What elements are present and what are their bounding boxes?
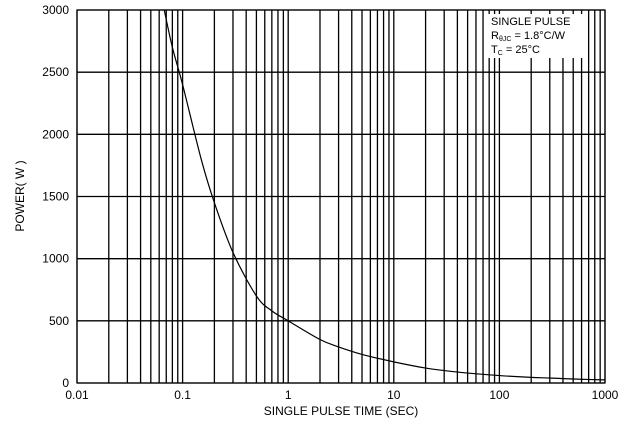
tick-labels: 0.01 0.1 1 10 100 1000 0 500 1000 1500 2000 2500 300…: [42, 3, 618, 402]
y-tick-label: 1000: [42, 252, 69, 266]
x-tick-label: 1000: [592, 388, 619, 402]
y-axis-title: POWER( W ): [13, 160, 27, 231]
y-tick-label: 3000: [42, 3, 69, 17]
x-tick-label: 0.1: [174, 388, 191, 402]
svg-text:TC = 25°C: TC = 25°C: [491, 44, 540, 57]
annotation-line-1: SINGLE PULSE: [491, 16, 570, 28]
series-line: [163, 9, 606, 381]
x-tick-label: 10: [387, 388, 401, 402]
annotation-line-2-sub: θJC: [499, 36, 511, 43]
x-axis-title: SINGLE PULSE TIME (SEC): [264, 404, 418, 418]
annotation-line-3-sub: C: [498, 50, 503, 57]
annotation-line-3-main: T: [491, 44, 498, 56]
svg-text:RθJC = 1.8°C/W: RθJC = 1.8°C/W: [491, 30, 566, 43]
plot-frame: [76, 9, 606, 384]
y-tick-label: 2000: [42, 127, 69, 141]
grid: [76, 9, 606, 384]
y-tick-label: 0: [62, 376, 69, 390]
x-tick-label: 100: [489, 388, 509, 402]
svg-text:SINGLE PULSE: SINGLE PULSE: [491, 16, 570, 28]
y-tick-label: 2500: [42, 65, 69, 79]
y-tick-label: 500: [49, 314, 69, 328]
annotation-line-2-main: R: [491, 30, 499, 42]
y-tick-label: 1500: [42, 190, 69, 204]
annotation-line-2-rest: = 1.8°C/W: [511, 30, 565, 42]
x-tick-label: 1: [285, 388, 292, 402]
annotation-line-3-rest: = 25°C: [503, 44, 540, 56]
annotation-box: SINGLE PULSE RθJC = 1.8°C/W TC = 25°C: [488, 14, 584, 58]
x-tick-label: 0.01: [65, 388, 89, 402]
